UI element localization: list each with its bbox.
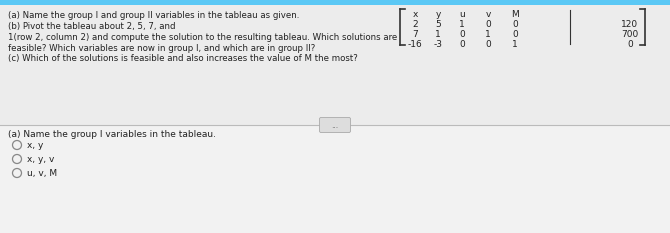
Text: feasible? Which variables are now in group I, and which are in group II?: feasible? Which variables are now in gro… (8, 44, 316, 53)
Text: (a) Name the group I variables in the tableau.: (a) Name the group I variables in the ta… (8, 130, 216, 139)
Text: 1(row 2, column 2) and compute the solution to the resulting tableau. Which solu: 1(row 2, column 2) and compute the solut… (8, 33, 397, 42)
Text: 0: 0 (459, 30, 465, 39)
Text: 0: 0 (627, 40, 633, 49)
Text: 120: 120 (622, 20, 639, 29)
Text: 0: 0 (485, 20, 491, 29)
Text: 7: 7 (412, 30, 418, 39)
FancyBboxPatch shape (0, 125, 670, 233)
Text: u, v, M: u, v, M (27, 169, 57, 178)
Text: 1: 1 (459, 20, 465, 29)
Text: -16: -16 (407, 40, 422, 49)
Text: x, y, v: x, y, v (27, 155, 54, 164)
Text: ...: ... (332, 120, 338, 130)
Text: u: u (459, 10, 465, 19)
Text: 5: 5 (435, 20, 441, 29)
Text: y: y (436, 10, 441, 19)
Text: (a) Name the group I and group II variables in the tableau as given.: (a) Name the group I and group II variab… (8, 11, 299, 20)
Text: 1: 1 (435, 30, 441, 39)
Text: (b) Pivot the tableau about 2, 5, 7, and: (b) Pivot the tableau about 2, 5, 7, and (8, 22, 176, 31)
Text: 2: 2 (412, 20, 418, 29)
Text: 700: 700 (621, 30, 639, 39)
Text: 0: 0 (512, 30, 518, 39)
Text: 0: 0 (485, 40, 491, 49)
Text: M: M (511, 10, 519, 19)
Text: x: x (412, 10, 417, 19)
Text: -3: -3 (433, 40, 442, 49)
Text: x, y: x, y (27, 141, 44, 150)
Text: 0: 0 (512, 20, 518, 29)
FancyBboxPatch shape (0, 0, 670, 5)
Text: v: v (485, 10, 490, 19)
Text: 1: 1 (512, 40, 518, 49)
Text: (c) Which of the solutions is feasible and also increases the value of M the mos: (c) Which of the solutions is feasible a… (8, 54, 358, 63)
Text: 0: 0 (459, 40, 465, 49)
FancyBboxPatch shape (0, 0, 670, 125)
FancyBboxPatch shape (320, 117, 350, 133)
Text: 1: 1 (485, 30, 491, 39)
